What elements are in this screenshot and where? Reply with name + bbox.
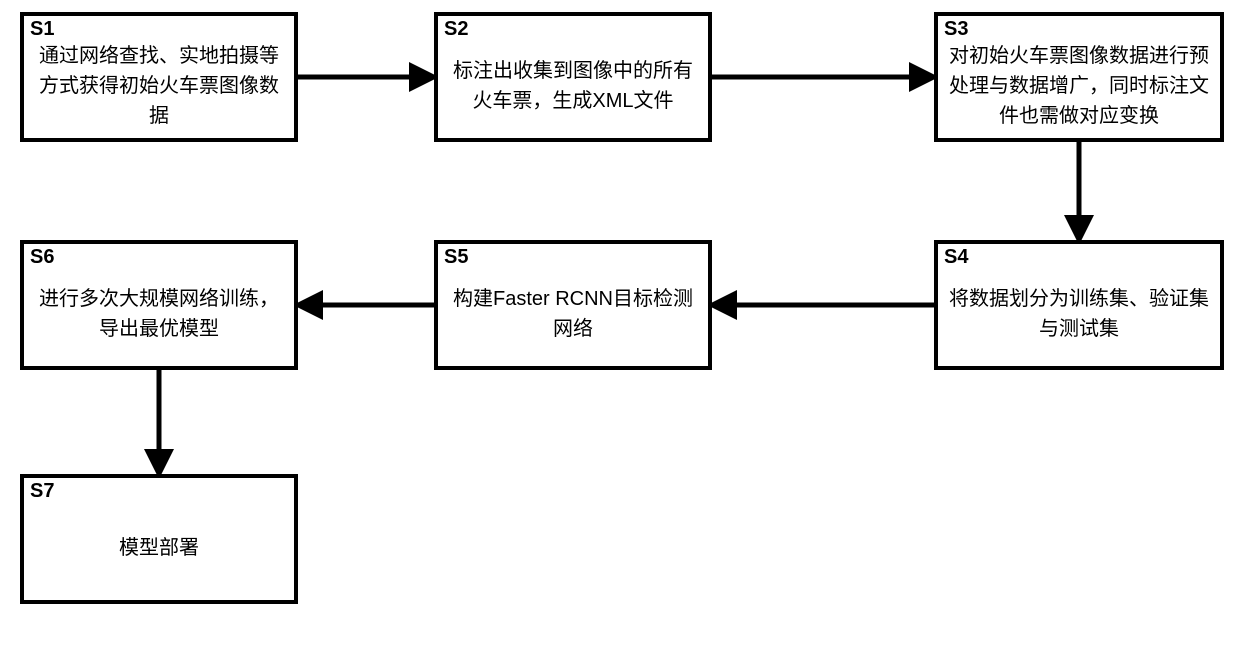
node-step-id: S7 bbox=[30, 480, 54, 503]
node-step-id: S3 bbox=[944, 18, 968, 41]
node-label: 模型部署 bbox=[24, 496, 294, 600]
node-s6: S6进行多次大规模网络训练，导出最优模型 bbox=[20, 240, 298, 370]
node-step-id: S5 bbox=[444, 246, 468, 269]
node-label: 对初始火车票图像数据进行预处理与数据增广，同时标注文件也需做对应变换 bbox=[938, 34, 1220, 138]
node-s2: S2标注出收集到图像中的所有火车票，生成XML文件 bbox=[434, 12, 712, 142]
node-s4: S4将数据划分为训练集、验证集与测试集 bbox=[934, 240, 1224, 370]
node-s1: S1通过网络查找、实地拍摄等方式获得初始火车票图像数据 bbox=[20, 12, 298, 142]
node-label: 构建Faster RCNN目标检测网络 bbox=[438, 262, 708, 366]
node-label: 将数据划分为训练集、验证集与测试集 bbox=[938, 262, 1220, 366]
node-label: 进行多次大规模网络训练，导出最优模型 bbox=[24, 262, 294, 366]
node-s3: S3对初始火车票图像数据进行预处理与数据增广，同时标注文件也需做对应变换 bbox=[934, 12, 1224, 142]
node-step-id: S6 bbox=[30, 246, 54, 269]
node-label: 标注出收集到图像中的所有火车票，生成XML文件 bbox=[438, 34, 708, 138]
flowchart-canvas: S1通过网络查找、实地拍摄等方式获得初始火车票图像数据 S2标注出收集到图像中的所… bbox=[0, 0, 1239, 664]
node-step-id: S2 bbox=[444, 18, 468, 41]
node-label: 通过网络查找、实地拍摄等方式获得初始火车票图像数据 bbox=[24, 34, 294, 138]
node-s7: S7模型部署 bbox=[20, 474, 298, 604]
node-s5: S5构建Faster RCNN目标检测网络 bbox=[434, 240, 712, 370]
node-step-id: S4 bbox=[944, 246, 968, 269]
node-step-id: S1 bbox=[30, 18, 54, 41]
